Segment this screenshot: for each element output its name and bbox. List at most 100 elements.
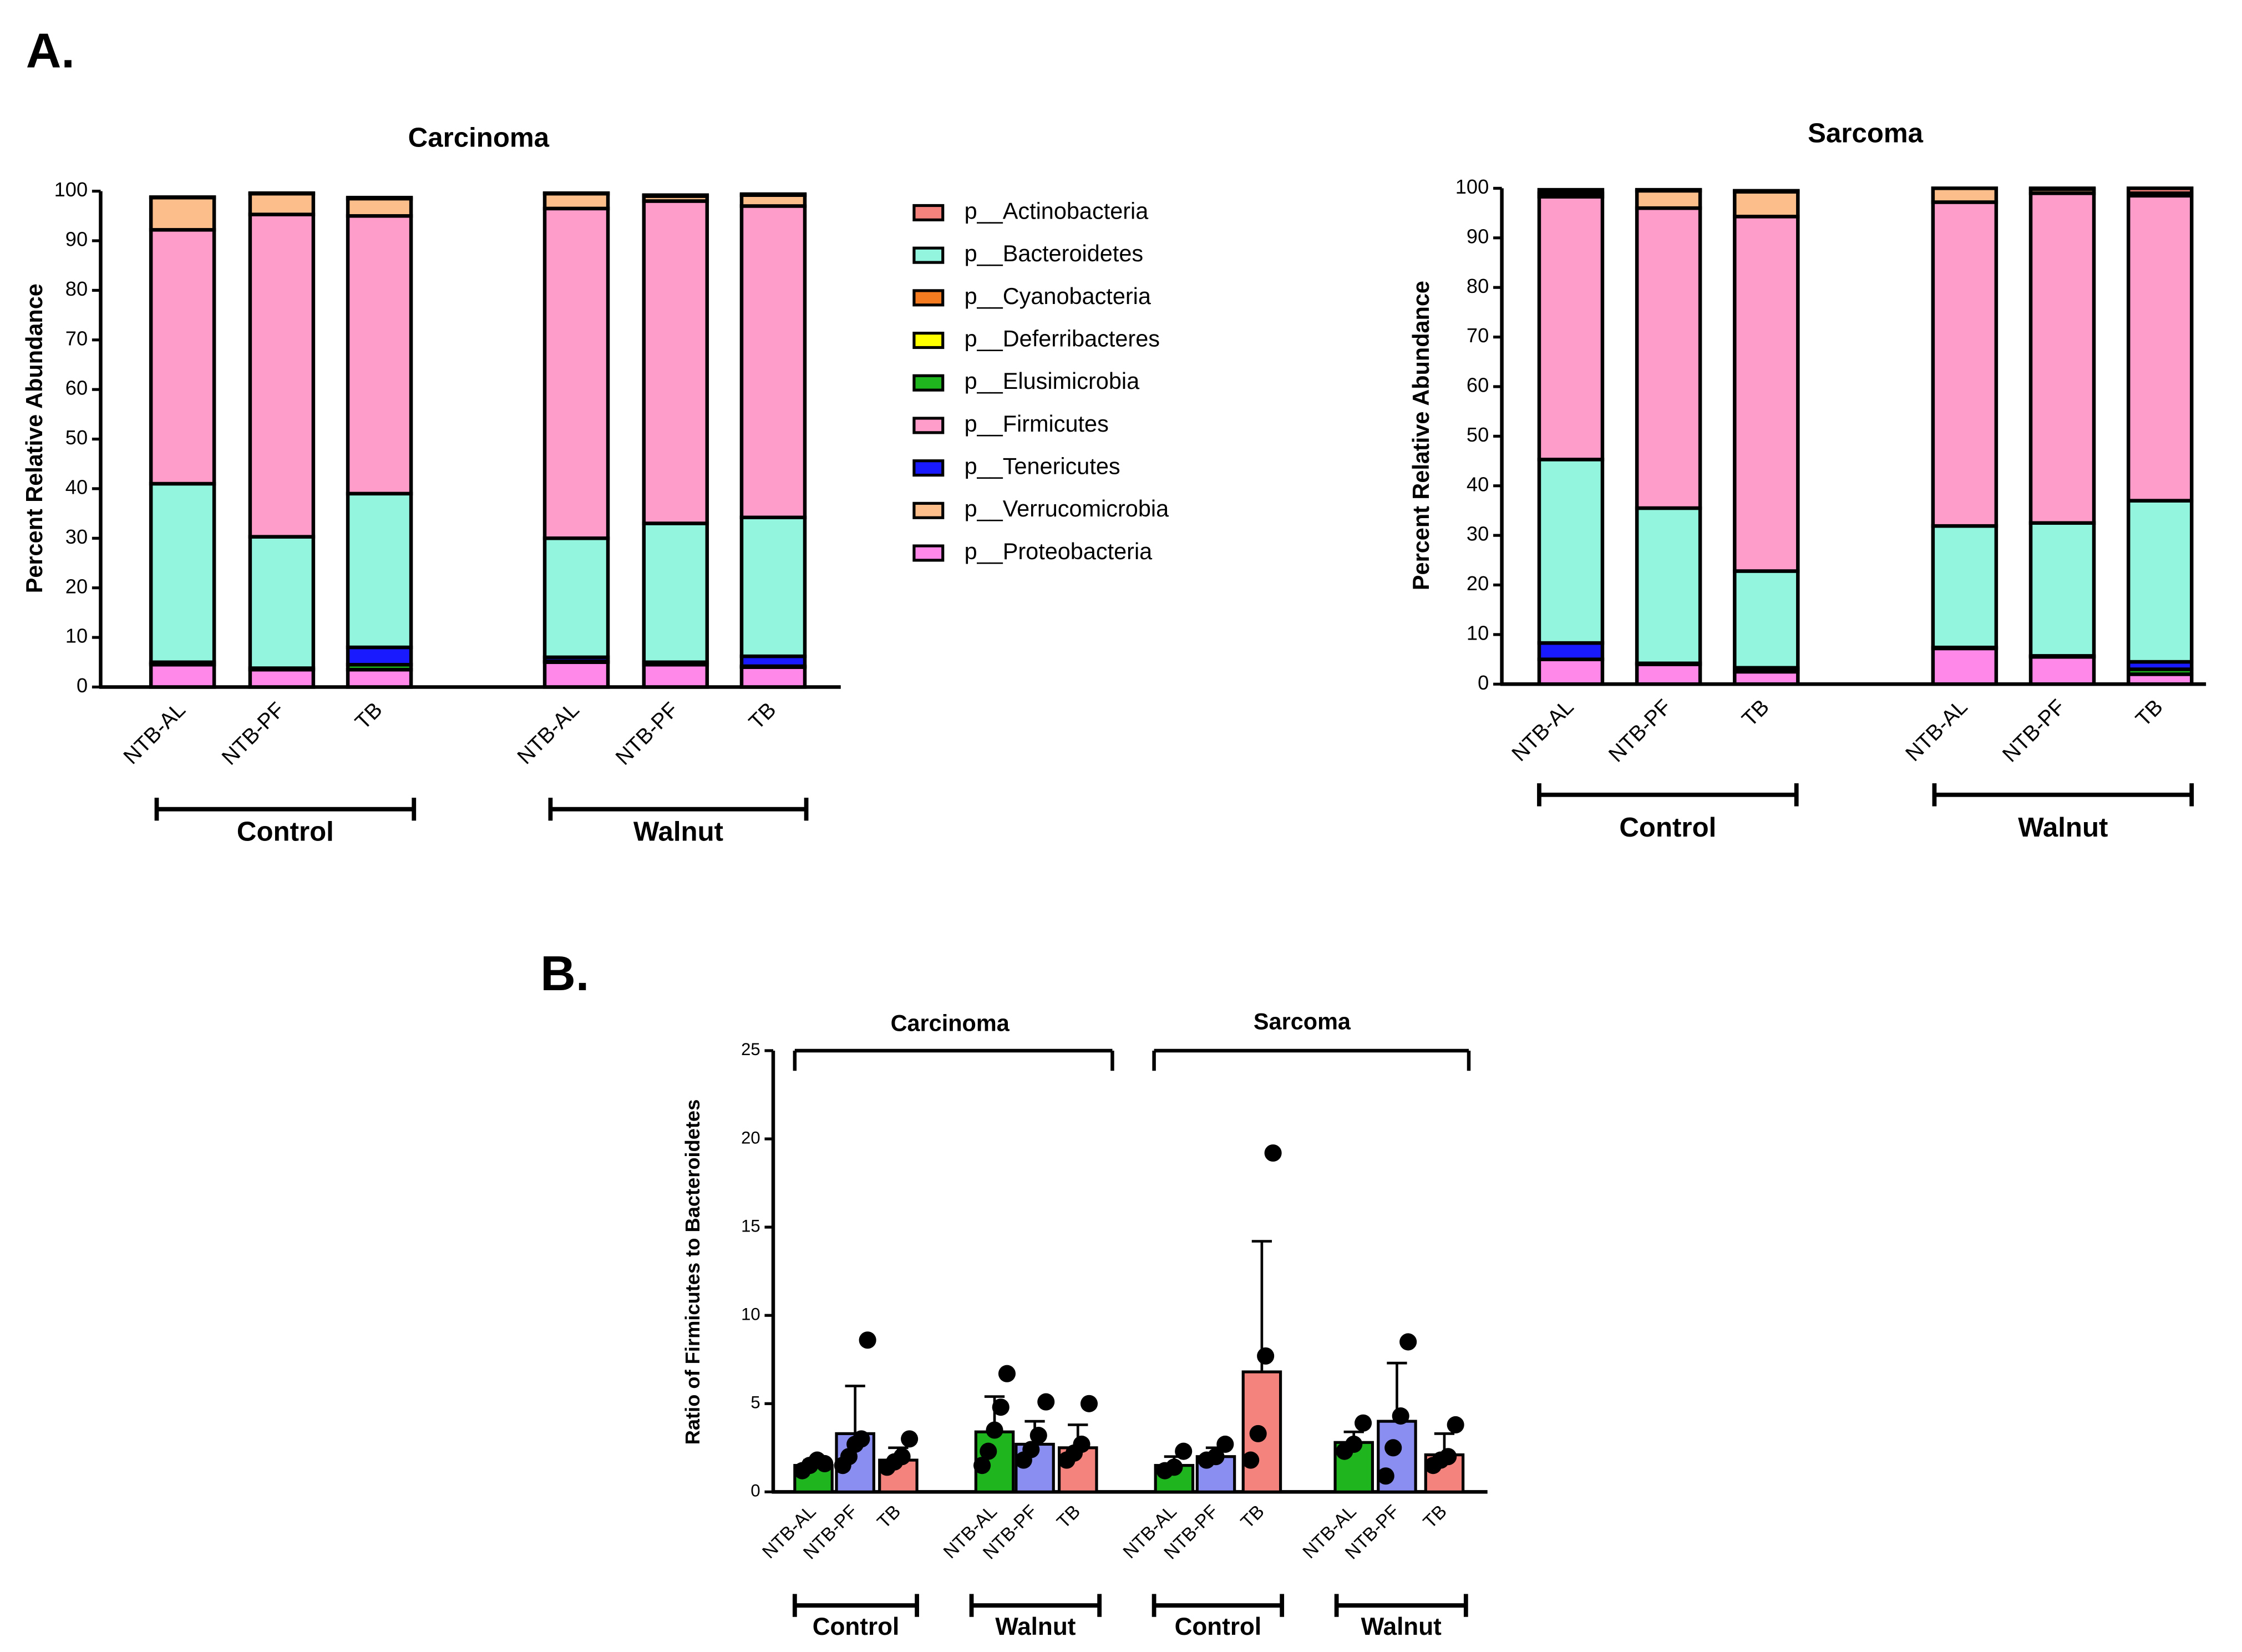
legend-swatch — [912, 204, 945, 222]
bar-segment — [642, 662, 709, 689]
bar-segment — [1635, 189, 1702, 210]
bar-segment — [1931, 646, 1998, 686]
y-tick-label: 40 — [1467, 473, 1489, 495]
legend-swatch — [912, 289, 945, 307]
legend-label: p__Bacteroidetes — [965, 240, 1144, 266]
bar-segment — [1537, 458, 1605, 645]
bar-segment — [1537, 195, 1605, 462]
x-tick-label: TB — [351, 698, 387, 734]
data-point — [1175, 1442, 1193, 1460]
bar-segment — [248, 535, 316, 670]
y-tick-label: 20 — [741, 1128, 760, 1147]
bar-segment — [1931, 200, 1998, 528]
bar-segment — [2028, 521, 2096, 658]
data-point — [998, 1365, 1016, 1382]
y-axis-label: Percent Relative Abundance — [1408, 281, 1434, 590]
data-point — [986, 1421, 1003, 1439]
data-point — [1073, 1435, 1090, 1453]
y-tick-label: 0 — [77, 674, 88, 697]
data-point — [893, 1448, 911, 1466]
y-tick-label: 0 — [750, 1481, 760, 1501]
y-tick-label: 25 — [741, 1040, 760, 1059]
y-tick-label: 80 — [1467, 275, 1489, 297]
data-point — [1439, 1448, 1457, 1466]
bar-segment — [346, 667, 413, 689]
y-tick-label: 70 — [65, 327, 88, 349]
y-tick-label: 5 — [750, 1393, 760, 1412]
legend-swatch — [912, 417, 945, 434]
y-tick-label: 60 — [1467, 374, 1489, 397]
chart-title: Carcinoma — [408, 122, 550, 153]
y-tick-label: 30 — [1467, 523, 1489, 545]
y-tick-label: 60 — [65, 377, 88, 399]
group-label: Control — [1619, 812, 1716, 843]
bar-segment — [1733, 569, 1800, 670]
x-tick-label: NTB-PF — [217, 698, 290, 770]
data-point — [1377, 1467, 1394, 1485]
supergroup-label: Carcinoma — [891, 1010, 1010, 1036]
bar-segment — [542, 191, 610, 211]
y-tick-label: 30 — [65, 525, 88, 548]
y-tick-label: 20 — [1467, 572, 1489, 595]
data-point — [1216, 1435, 1234, 1453]
y-tick-label: 15 — [741, 1216, 760, 1235]
x-tick-label: TB — [1737, 695, 1774, 732]
bar-segment — [1537, 188, 1605, 195]
data-point — [992, 1398, 1010, 1416]
data-point — [1384, 1439, 1402, 1457]
panel-label: B. — [540, 946, 589, 1001]
data-point — [1392, 1407, 1409, 1425]
group-label: Control — [813, 1613, 900, 1640]
bar-segment — [642, 199, 709, 525]
bar-segment — [2126, 194, 2194, 503]
data-point — [859, 1331, 876, 1349]
bar-segment — [739, 665, 807, 689]
data-point — [1165, 1458, 1183, 1476]
y-tick-label: 90 — [65, 228, 88, 251]
legend-label: p__Proteobacteria — [965, 538, 1153, 564]
bar-segment — [346, 645, 413, 667]
x-tick-label: TB — [1419, 1501, 1451, 1533]
bar-segment — [542, 206, 610, 540]
data-point — [1399, 1333, 1417, 1351]
y-tick-label: 100 — [54, 178, 88, 201]
bar-segment — [642, 193, 709, 198]
y-tick-label: 70 — [1467, 324, 1489, 347]
bar-segment — [1537, 657, 1605, 686]
data-point — [816, 1455, 834, 1473]
bar-segment — [1635, 188, 1702, 193]
bar-segment — [1635, 506, 1702, 665]
data-point — [1029, 1427, 1047, 1445]
bar-segment — [346, 196, 413, 218]
bar-segment — [248, 667, 316, 689]
legend-swatch — [912, 501, 945, 519]
y-tick-label: 90 — [1467, 225, 1489, 247]
legend-label: p__Elusimicrobia — [965, 368, 1140, 394]
x-tick-label: NTB-AL — [1507, 695, 1578, 766]
legend-label: p__Cyanobacteria — [965, 283, 1152, 309]
bar-segment — [248, 191, 316, 196]
bar-segment — [1931, 186, 1998, 204]
group-label: Control — [237, 817, 334, 847]
data-point — [1249, 1425, 1267, 1442]
bar-segment — [1733, 190, 1800, 219]
bar-segment — [739, 204, 807, 519]
bar-segment — [2028, 655, 2096, 686]
bar-segment — [642, 521, 709, 665]
data-point — [1242, 1451, 1260, 1469]
bar-segment — [2028, 186, 2096, 191]
x-tick-label: NTB-AL — [1901, 695, 1972, 766]
bar-segment — [149, 228, 216, 486]
data-point — [1355, 1414, 1372, 1432]
bar-segment — [346, 491, 413, 650]
data-point — [973, 1457, 991, 1474]
legend-label: p__Actinobacteria — [965, 197, 1149, 224]
y-tick-label: 0 — [1478, 671, 1489, 694]
x-tick-label: TB — [1237, 1501, 1269, 1533]
bar-segment — [1931, 524, 1998, 650]
chart-title: Sarcoma — [1808, 118, 1924, 149]
x-tick-label: TB — [1053, 1501, 1085, 1533]
x-tick-label: TB — [874, 1501, 905, 1533]
y-tick-label: 50 — [1467, 423, 1489, 446]
legend-swatch — [912, 459, 945, 477]
